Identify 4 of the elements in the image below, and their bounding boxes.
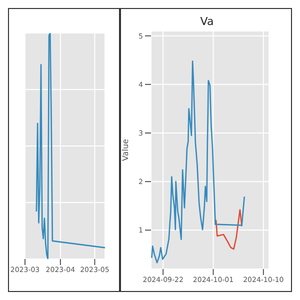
y-axis-title: Value — [120, 138, 130, 161]
chart-title: Va — [199, 15, 215, 28]
line-series — [151, 60, 246, 264]
line-series — [214, 209, 242, 250]
